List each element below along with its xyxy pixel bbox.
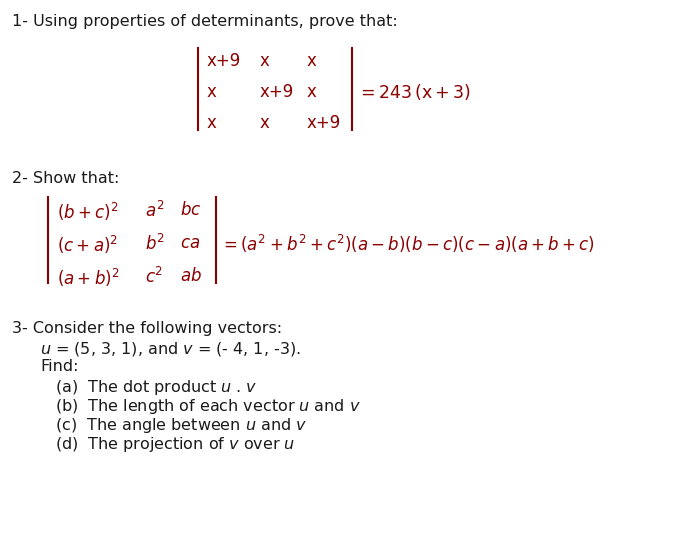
Text: $\mathdefault{=243\,(x+3)}$: $\mathdefault{=243\,(x+3)}$ bbox=[357, 82, 471, 102]
Text: $=(a^2+b^2+c^2)(a-b)(b-c)(c-a)(a+b+c)$: $=(a^2+b^2+c^2)(a-b)(b-c)(c-a)(a+b+c)$ bbox=[220, 233, 595, 255]
Text: (b)  The length of each vector $\mathit{u}$ and $\mathit{v}$: (b) The length of each vector $\mathit{u… bbox=[55, 397, 360, 416]
Text: $\mathit{u}$ = (5, 3, 1), and $\mathit{v}$ = (- 4, 1, -3).: $\mathit{u}$ = (5, 3, 1), and $\mathit{v… bbox=[40, 340, 301, 358]
Text: 2- Show that:: 2- Show that: bbox=[12, 171, 120, 186]
Text: $a^2$: $a^2$ bbox=[145, 201, 164, 221]
Text: $ab$: $ab$ bbox=[180, 267, 202, 285]
Text: x: x bbox=[260, 114, 270, 132]
Text: x+9: x+9 bbox=[307, 114, 342, 132]
Text: (a)  The dot product $\mathit{u}$ . $\mathit{v}$: (a) The dot product $\mathit{u}$ . $\mat… bbox=[55, 378, 258, 397]
Text: 3- Consider the following vectors:: 3- Consider the following vectors: bbox=[12, 321, 282, 336]
Text: 1- Using properties of determinants, prove that:: 1- Using properties of determinants, pro… bbox=[12, 14, 398, 29]
Text: $bc$: $bc$ bbox=[180, 201, 202, 219]
Text: x: x bbox=[207, 83, 217, 101]
Text: (d)  The projection of $\mathit{v}$ over $\mathit{u}$: (d) The projection of $\mathit{v}$ over … bbox=[55, 435, 295, 454]
Text: $b^2$: $b^2$ bbox=[145, 234, 165, 254]
Text: $(b+c)^2$: $(b+c)^2$ bbox=[57, 201, 118, 223]
Text: $c^2$: $c^2$ bbox=[145, 267, 163, 287]
Text: x+9: x+9 bbox=[207, 52, 241, 70]
Text: x: x bbox=[307, 83, 317, 101]
Text: (c)  The angle between $\mathit{u}$ and $\mathit{v}$: (c) The angle between $\mathit{u}$ and $… bbox=[55, 416, 307, 435]
Text: $ca$: $ca$ bbox=[180, 234, 200, 252]
Text: x: x bbox=[207, 114, 217, 132]
Text: $(a+b)^2$: $(a+b)^2$ bbox=[57, 267, 120, 289]
Text: Find:: Find: bbox=[40, 359, 78, 374]
Text: x+9: x+9 bbox=[260, 83, 294, 101]
Text: $(c+a)^2$: $(c+a)^2$ bbox=[57, 234, 118, 256]
Text: x: x bbox=[260, 52, 270, 70]
Text: x: x bbox=[307, 52, 317, 70]
